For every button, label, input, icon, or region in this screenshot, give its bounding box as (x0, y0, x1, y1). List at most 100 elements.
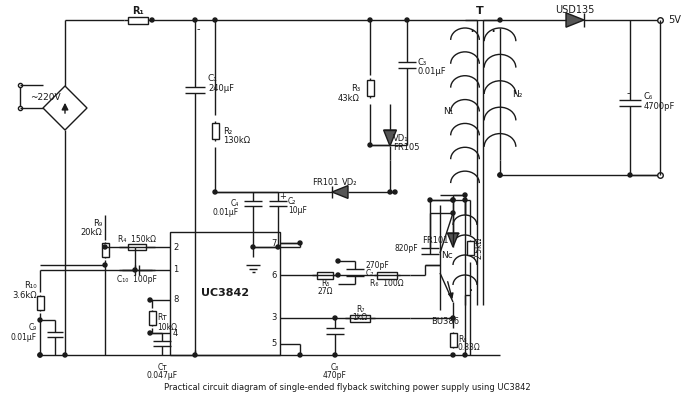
Text: C₃: C₃ (418, 58, 427, 67)
Text: C₄: C₄ (231, 199, 239, 208)
Bar (466, 241, 473, 255)
Polygon shape (384, 130, 396, 146)
Circle shape (193, 18, 197, 22)
Circle shape (428, 198, 432, 202)
Text: R₆  100Ω: R₆ 100Ω (370, 279, 404, 288)
Text: 3.6kΩ: 3.6kΩ (13, 290, 37, 299)
Text: USD135: USD135 (555, 5, 595, 15)
Text: 5V: 5V (668, 15, 681, 25)
Text: 820pF: 820pF (394, 243, 418, 253)
Text: 4: 4 (173, 329, 178, 338)
Bar (101, 243, 108, 257)
Text: BU386: BU386 (431, 316, 459, 325)
Text: R₂: R₂ (223, 126, 232, 136)
Text: 7: 7 (272, 238, 277, 247)
Text: VD₁: VD₁ (393, 134, 409, 143)
Circle shape (333, 353, 337, 357)
Circle shape (463, 198, 467, 202)
Text: Rт: Rт (157, 314, 167, 323)
Circle shape (298, 241, 302, 245)
Circle shape (498, 18, 502, 22)
Circle shape (451, 198, 455, 202)
Polygon shape (332, 186, 348, 199)
Circle shape (148, 331, 152, 335)
Text: ·: · (491, 23, 496, 41)
Text: ·: · (469, 23, 474, 41)
Text: 6: 6 (272, 271, 277, 279)
Text: Nс: Nс (441, 251, 453, 260)
Circle shape (628, 173, 632, 177)
Text: 2.5kΩ: 2.5kΩ (474, 237, 483, 259)
Circle shape (38, 353, 42, 357)
Text: R₉: R₉ (92, 219, 102, 227)
Text: 2: 2 (173, 242, 178, 251)
Text: FR101: FR101 (312, 178, 338, 186)
Circle shape (368, 143, 372, 147)
Bar (377, 271, 397, 279)
Circle shape (133, 268, 137, 272)
Text: 3: 3 (272, 314, 277, 323)
Circle shape (213, 18, 217, 22)
Circle shape (451, 353, 455, 357)
Text: 43kΩ: 43kΩ (338, 93, 360, 102)
Text: C₈: C₈ (331, 364, 339, 372)
Text: 10kΩ: 10kΩ (157, 323, 177, 333)
Circle shape (498, 173, 502, 177)
Text: 0.01μF: 0.01μF (213, 208, 239, 216)
Circle shape (276, 245, 280, 249)
Text: C₉: C₉ (28, 323, 37, 333)
Text: 5: 5 (272, 340, 277, 349)
Text: Cт: Cт (157, 364, 167, 372)
Circle shape (63, 353, 67, 357)
Circle shape (336, 273, 340, 277)
Bar (149, 311, 156, 325)
Circle shape (393, 190, 397, 194)
Bar (170, 232, 280, 355)
Circle shape (463, 193, 467, 197)
Circle shape (336, 259, 340, 263)
Polygon shape (43, 86, 87, 130)
Text: R₈: R₈ (458, 336, 466, 344)
Circle shape (498, 173, 502, 177)
Text: 1: 1 (173, 266, 178, 275)
Text: FR105: FR105 (393, 143, 420, 152)
Text: 270pF: 270pF (366, 262, 390, 271)
Bar (350, 314, 370, 322)
Polygon shape (566, 13, 584, 27)
Text: 10μF: 10μF (288, 206, 307, 214)
Text: 1kΩ: 1kΩ (352, 312, 368, 322)
Circle shape (251, 245, 255, 249)
Text: 0.83Ω: 0.83Ω (458, 344, 481, 353)
Text: 20kΩ: 20kΩ (80, 227, 102, 236)
Bar (450, 333, 457, 347)
Text: 0.01μF: 0.01μF (418, 67, 447, 76)
Text: R₁₀: R₁₀ (24, 281, 37, 290)
Text: 240μF: 240μF (208, 84, 234, 93)
Circle shape (463, 353, 467, 357)
Text: T: T (476, 6, 484, 16)
Text: 27Ω: 27Ω (317, 286, 333, 296)
Text: VD₂: VD₂ (342, 178, 358, 186)
Bar (128, 244, 146, 250)
Bar (37, 296, 44, 310)
Text: C₇: C₇ (366, 269, 374, 279)
Text: 130kΩ: 130kΩ (223, 136, 250, 145)
Circle shape (451, 211, 455, 215)
Text: 470pF: 470pF (323, 372, 347, 381)
Text: C₆: C₆ (644, 91, 653, 100)
Text: C₂: C₂ (288, 197, 296, 206)
Circle shape (148, 298, 152, 302)
Text: Practical circuit diagram of single-ended flyback switching power supply using U: Practical circuit diagram of single-ende… (164, 383, 531, 392)
Text: ·: · (469, 284, 473, 298)
Text: N₂: N₂ (512, 89, 523, 98)
Text: ~220V: ~220V (30, 93, 60, 102)
Circle shape (451, 198, 455, 202)
Text: R₄  150kΩ: R₄ 150kΩ (118, 234, 156, 243)
Text: N₁: N₁ (443, 107, 453, 116)
Circle shape (388, 190, 392, 194)
Text: UC3842: UC3842 (201, 288, 249, 299)
Text: 4700pF: 4700pF (644, 102, 676, 110)
Text: -: - (197, 24, 200, 34)
Text: +: + (279, 191, 286, 201)
Circle shape (405, 18, 409, 22)
